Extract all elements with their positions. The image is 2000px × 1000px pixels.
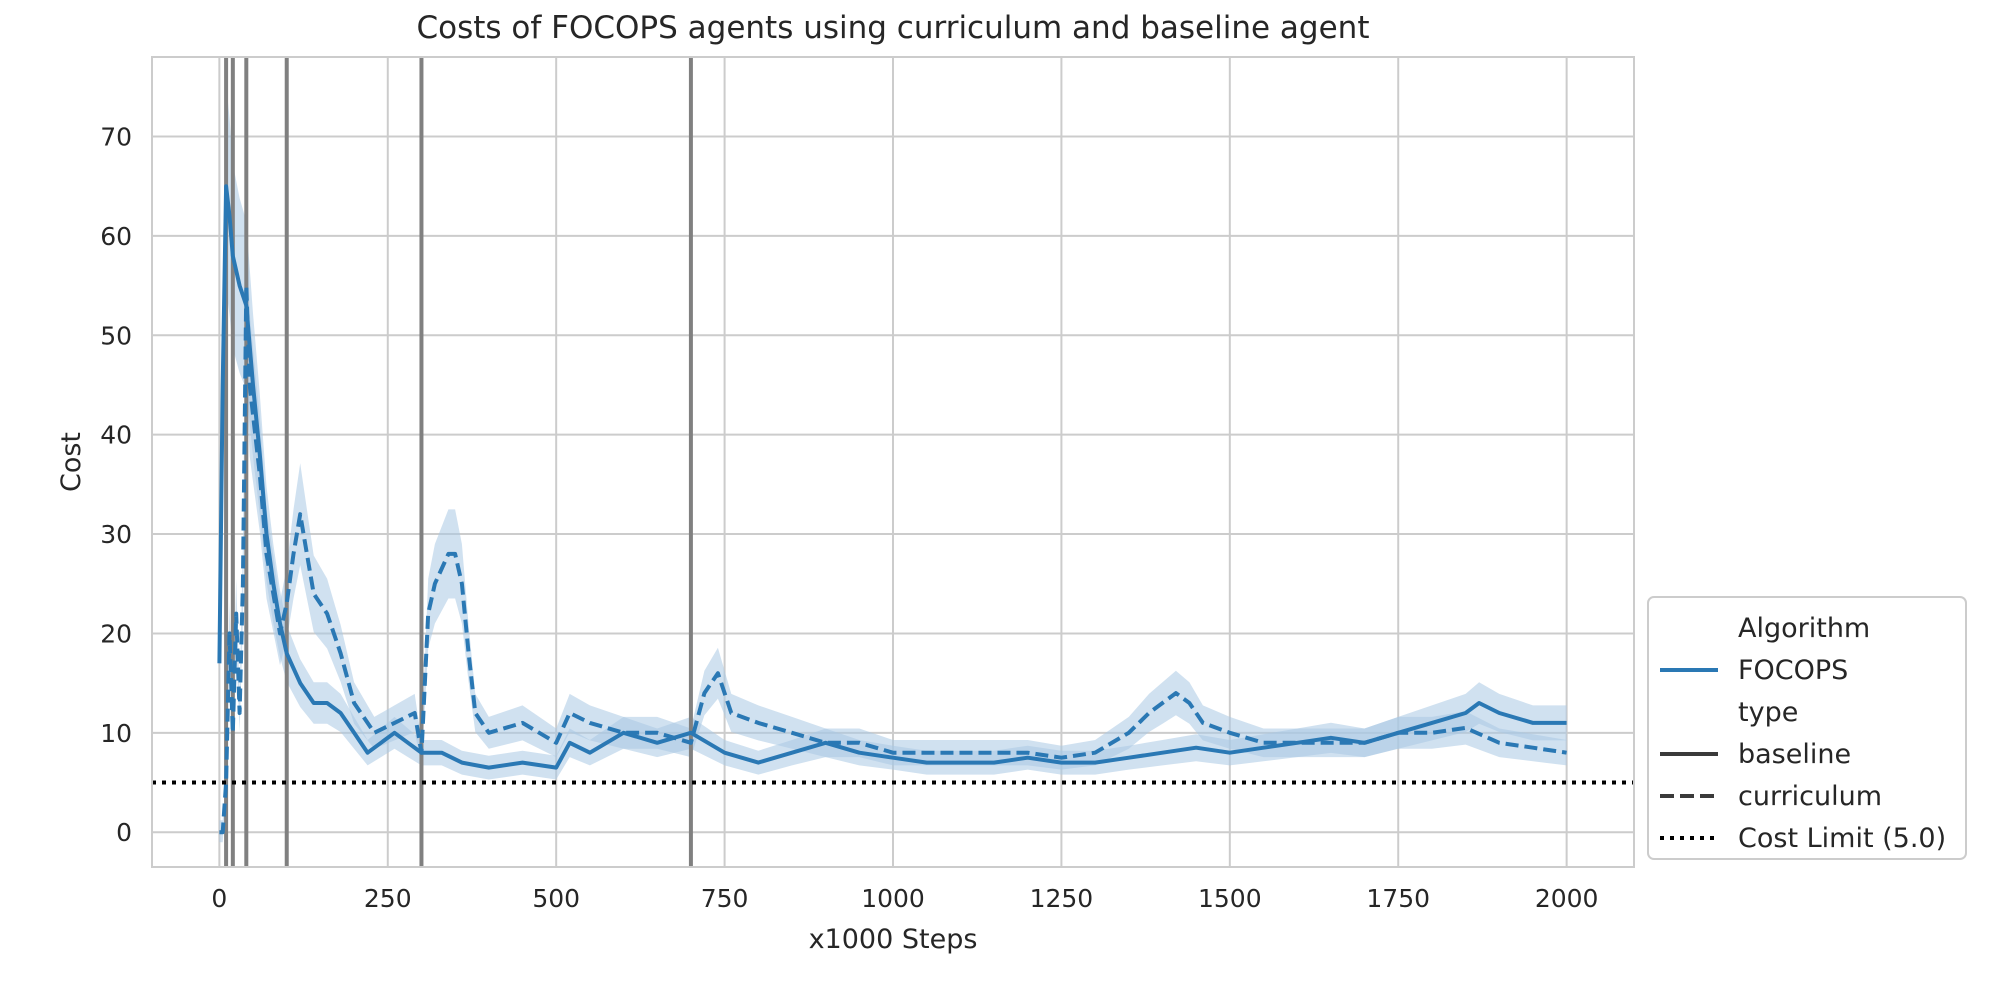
x-tick-label: 1750 bbox=[1366, 884, 1430, 913]
x-tick-labels: 0 250 500 750 1000 1250 1500 1750 2000 bbox=[211, 884, 1598, 913]
y-tick-label: 30 bbox=[100, 520, 132, 549]
x-tick-label: 750 bbox=[701, 884, 749, 913]
y-tick-label: 50 bbox=[100, 321, 132, 350]
y-tick-label: 0 bbox=[116, 818, 132, 847]
curriculum-series-line bbox=[219, 283, 1567, 835]
x-tick-label: 1500 bbox=[1198, 884, 1262, 913]
legend-algorithm-heading: Algorithm bbox=[1738, 613, 1870, 644]
legend-cost-limit-label: Cost Limit (5.0) bbox=[1738, 823, 1946, 854]
series-lines bbox=[217, 184, 1567, 835]
x-tick-label: 2000 bbox=[1535, 884, 1599, 913]
x-tick-label: 1000 bbox=[861, 884, 925, 913]
legend-baseline-label: baseline bbox=[1738, 739, 1851, 770]
legend-curriculum-label: curriculum bbox=[1738, 781, 1882, 812]
x-tick-label: 1250 bbox=[1030, 884, 1094, 913]
legend-focops-label: FOCOPS bbox=[1738, 655, 1848, 686]
chart-title: Costs of FOCOPS agents using curriculum … bbox=[417, 10, 1370, 46]
x-tick-label: 250 bbox=[364, 884, 412, 913]
y-tick-label: 40 bbox=[100, 421, 132, 450]
confidence-bands bbox=[219, 82, 1567, 843]
y-axis-label: Cost bbox=[56, 432, 87, 492]
y-tick-label: 70 bbox=[100, 123, 132, 152]
legend-box bbox=[1647, 596, 1967, 860]
y-tick-label: 20 bbox=[100, 619, 132, 648]
y-tick-label: 60 bbox=[100, 222, 132, 251]
legend: Algorithm FOCOPS type baseline curriculu… bbox=[1647, 596, 1967, 860]
x-tick-label: 500 bbox=[532, 884, 580, 913]
y-tick-label: 10 bbox=[100, 719, 132, 748]
y-tick-labels: 0 10 20 30 40 50 60 70 bbox=[100, 123, 132, 848]
plot-frame bbox=[151, 56, 1635, 868]
legend-type-heading: type bbox=[1738, 697, 1798, 728]
x-axis-label: x1000 Steps bbox=[809, 924, 978, 955]
x-tick-label: 0 bbox=[211, 884, 227, 913]
baseline-confidence-band bbox=[219, 82, 1567, 780]
